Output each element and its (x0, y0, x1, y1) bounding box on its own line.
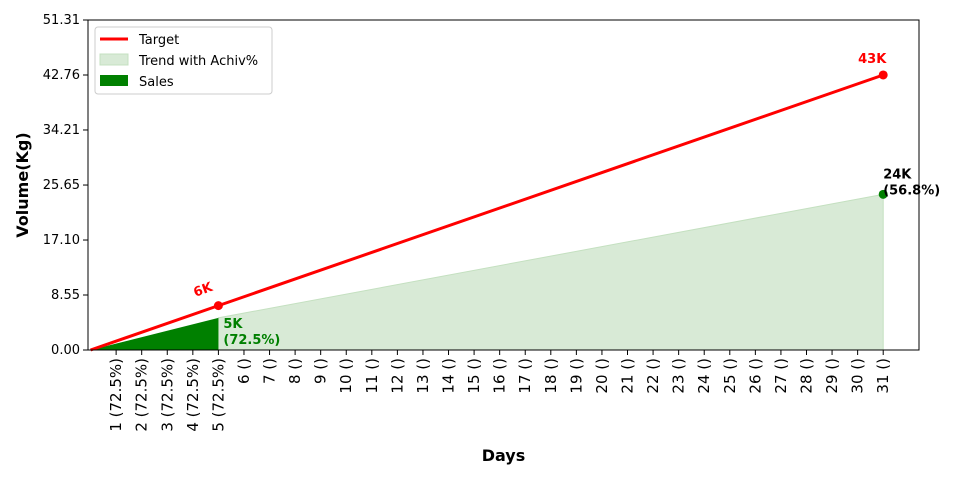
x-tick-label: 12 () (388, 358, 406, 394)
x-tick-label: 7 () (261, 358, 279, 384)
x-tick-label: 16 () (491, 358, 509, 394)
y-tick-label: 8.55 (51, 288, 80, 303)
target-point-end (878, 70, 888, 80)
y-tick-label: 51.31 (43, 13, 80, 28)
x-tick-label: 25 () (721, 358, 739, 394)
legend-target-label: Target (138, 33, 179, 48)
x-tick-label: 3 (72.5%) (158, 358, 176, 432)
x-tick-label: 14 () (440, 358, 458, 394)
target-point-current (213, 301, 223, 311)
y-tick-label: 34.21 (43, 123, 80, 138)
x-tick-label: 31 () (874, 358, 892, 394)
x-tick-label: 2 (72.5%) (133, 358, 151, 432)
x-tick-label: 23 () (670, 358, 688, 394)
trend-end-percent-label: (56.8%) (883, 183, 940, 198)
sales-percent-label: (72.5%) (223, 333, 280, 348)
x-tick-label: 30 () (849, 358, 867, 394)
y-tick-label: 42.76 (43, 68, 80, 83)
sales-area (90, 317, 219, 350)
target-current-label: 6K (192, 280, 216, 301)
x-tick-label: 24 () (695, 358, 713, 394)
x-tick-label: 11 () (363, 358, 381, 394)
x-tick-label: 18 () (542, 358, 560, 394)
y-tick-label: 25.65 (43, 178, 80, 193)
x-tick-label: 26 () (746, 358, 764, 394)
x-tick-label: 1 (72.5%) (107, 358, 125, 432)
x-tick-label: 27 () (772, 358, 790, 394)
target-end-label: 43K (858, 52, 887, 67)
x-tick-label: 5 (72.5%) (209, 358, 227, 432)
x-tick-label: 19 () (567, 358, 585, 394)
legend-trend-swatch (99, 53, 129, 66)
x-tick-label: 10 () (337, 358, 355, 394)
x-tick-label: 9 () (312, 358, 330, 384)
x-tick-label: 8 () (286, 358, 304, 384)
sales-value-label: 5K (223, 317, 243, 332)
x-tick-label: 6 () (235, 358, 253, 384)
legend-box (94, 26, 273, 95)
x-tick-label: 4 (72.5%) (184, 358, 202, 432)
legend-trend-label: Trend with Achiv% (138, 54, 258, 69)
x-tick-label: 20 () (593, 358, 611, 394)
x-tick-label: 17 () (516, 358, 534, 394)
legend-sales-swatch (100, 75, 128, 86)
y-axis-label: Volume(Kg) (13, 132, 32, 237)
x-tick-label: 13 () (414, 358, 432, 394)
trend-end-value-label: 24K (883, 167, 912, 182)
legend: Target Trend with Achiv% Sales (94, 26, 273, 95)
y-tick-label: 17.10 (43, 233, 80, 248)
x-tick-label: 22 () (644, 358, 662, 394)
y-tick-label: 0.00 (51, 343, 80, 358)
x-tick-label: 21 () (619, 358, 637, 394)
trend-point-end (878, 189, 888, 199)
x-tick-label: 15 () (465, 358, 483, 394)
legend-sales-label: Sales (139, 75, 174, 90)
x-tick-label: 29 () (823, 358, 841, 394)
x-tick-label: 28 () (797, 358, 815, 394)
x-axis-label: Days (482, 446, 526, 465)
